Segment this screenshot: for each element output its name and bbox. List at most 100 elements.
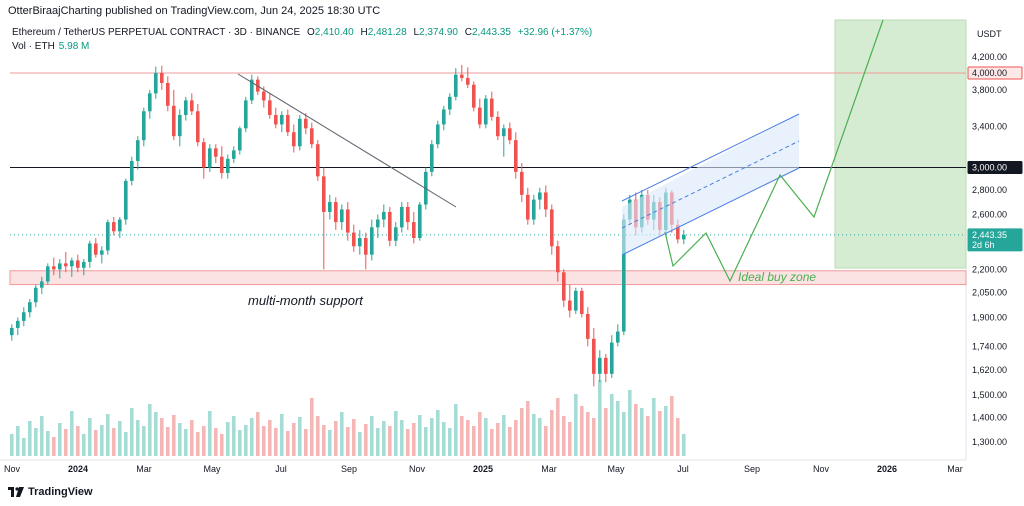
candle-body [316, 144, 320, 177]
candle-body [484, 98, 488, 125]
volume-bar [154, 412, 158, 456]
candle-body [592, 338, 596, 374]
candle-body [136, 140, 140, 161]
volume-bar [112, 428, 116, 456]
downtrend-line [237, 73, 457, 208]
volume-bar [508, 427, 512, 456]
candle-body [460, 74, 464, 78]
symbol-info: Ethereum / TetherUS PERPETUAL CONTRACT ·… [12, 27, 592, 38]
change-value: +32.96 (+1.37%) [517, 27, 593, 38]
symbol-title: Ethereum / TetherUS PERPETUAL CONTRACT ·… [12, 27, 301, 38]
y-tick-label: 2,600.00 [972, 209, 1007, 219]
candle-body [508, 128, 512, 141]
price-label-last-box [967, 228, 1023, 252]
candle-body [364, 237, 368, 255]
volume-bar [250, 418, 254, 456]
volume-bar [448, 428, 452, 456]
volume-bar [10, 434, 14, 456]
volume-bar [622, 412, 626, 456]
publisher-credit: OtterBiraajCharting published on Trading… [8, 5, 381, 17]
volume-bar [226, 422, 230, 456]
candle-body [388, 211, 392, 241]
volume-bar [334, 421, 338, 456]
volume-bar [532, 414, 536, 456]
close-value: 2,443.35 [471, 27, 511, 38]
volume-bar [316, 416, 320, 456]
volume-value: 5.98 M [58, 41, 90, 52]
volume-bar [526, 401, 530, 456]
y-tick-label: 4,200.00 [972, 52, 1007, 62]
volume-bar [286, 431, 290, 456]
volume-bar [358, 432, 362, 456]
volume-bar [40, 416, 44, 456]
x-tick-label: Nov [813, 464, 830, 474]
candle-body [682, 234, 686, 240]
candle-body [154, 73, 158, 94]
volume-bar [130, 408, 134, 456]
volume-bar [682, 434, 686, 456]
candle-body [220, 156, 224, 173]
tradingview-brand[interactable]: TradingView [8, 486, 93, 498]
price-chart[interactable]: multi-month support Ideal buy zone USDT 4,… [0, 0, 1024, 486]
volume-bar [304, 429, 308, 456]
candle-body [106, 222, 110, 251]
zone-layer [9, 19, 967, 286]
candle-body [88, 243, 92, 262]
volume-bar [538, 418, 542, 456]
volume-bar [298, 417, 302, 456]
candle-body [310, 128, 314, 145]
volume-bar [460, 416, 464, 456]
axis-layer: USDT 4,200.00 3,800.00 3,400.00 2,800.00 2,60… [4, 29, 1023, 474]
candle-body [400, 206, 404, 228]
y-tick-label: 1,740.00 [972, 341, 1007, 351]
volume-bar [52, 437, 56, 456]
volume-bar [406, 429, 410, 456]
target-zone [834, 19, 967, 269]
volume-bar [28, 421, 32, 456]
candle-body [16, 320, 20, 328]
x-tick-label: Mar [947, 464, 963, 474]
channel-lower-line [621, 167, 800, 256]
candle-body [196, 111, 200, 143]
volume-bar [640, 408, 644, 456]
volume-bar [34, 428, 38, 456]
candle-body [148, 93, 152, 112]
candle-body [496, 116, 500, 137]
candle-body [184, 100, 188, 115]
volume-bar [178, 423, 182, 456]
volume-bar [208, 411, 212, 456]
candle-body [40, 281, 44, 288]
candle-body [376, 219, 380, 228]
x-tick-label: Sep [341, 464, 357, 474]
x-tick-label: Jul [677, 464, 689, 474]
y-tick-label: 1,620.00 [972, 365, 1007, 375]
volume-bar [244, 425, 248, 456]
candle-body [394, 227, 398, 241]
candle-body [352, 232, 356, 247]
candle-body [304, 118, 308, 129]
volume-bar [574, 394, 578, 456]
candle-body [10, 327, 14, 336]
candle-body [346, 209, 350, 233]
x-tick-label: May [203, 464, 221, 474]
candle-body [622, 219, 626, 332]
volume-bar [598, 380, 602, 456]
candle-body [166, 83, 170, 106]
candle-body [532, 199, 536, 220]
volume-bar [490, 429, 494, 456]
x-tick-label: Nov [409, 464, 426, 474]
candle-body [130, 160, 134, 181]
candle-body [322, 176, 326, 212]
candle-body [466, 77, 470, 85]
buy-zone-label: Ideal buy zone [738, 270, 816, 284]
channel-mid-line [621, 140, 800, 229]
candle-body [334, 202, 338, 223]
volume-bar [586, 412, 590, 456]
volume-bar [550, 410, 554, 456]
candle-body [514, 140, 518, 172]
candle-body [412, 222, 416, 238]
volume-bar [22, 438, 26, 456]
volume-bar [478, 412, 482, 456]
tradingview-logo-icon [8, 487, 24, 497]
candle-body [676, 224, 680, 240]
